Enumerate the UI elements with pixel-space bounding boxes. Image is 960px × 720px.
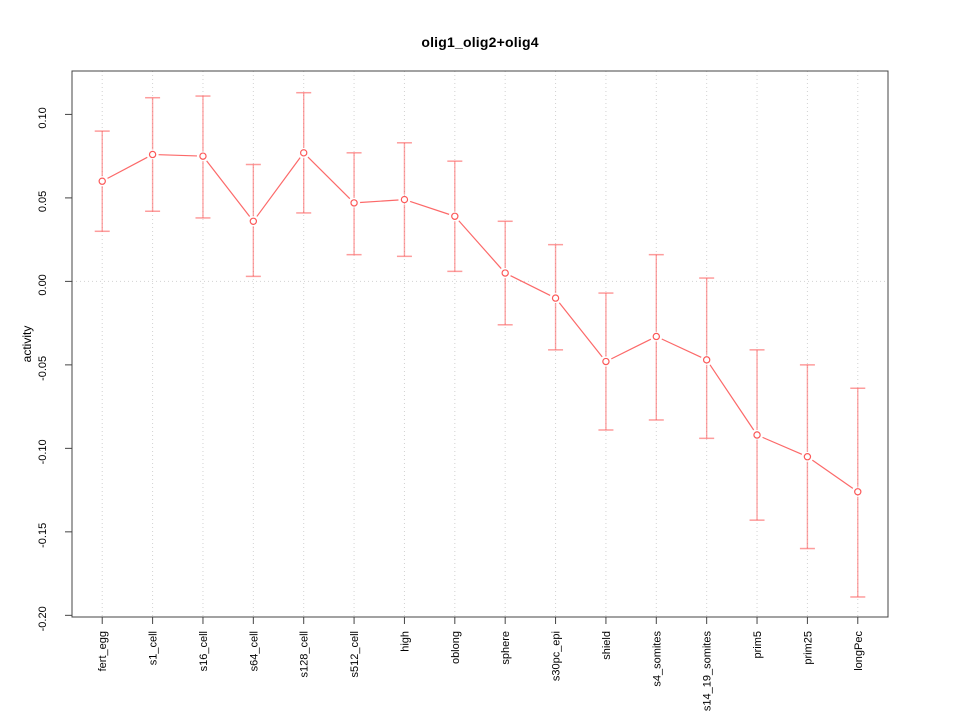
series-segment	[158, 154, 197, 157]
series-segment	[458, 220, 502, 269]
data-point	[501, 269, 509, 277]
chart-title: olig1_olig2+olig4	[421, 34, 539, 50]
series-segment	[661, 338, 702, 358]
data-point	[854, 488, 862, 496]
series-segment	[107, 156, 148, 179]
data-point	[400, 195, 409, 204]
x-tick-label: s1_cell	[148, 631, 160, 665]
x-tick-label: prim25	[802, 631, 814, 665]
y-tick-label: 0.05	[37, 191, 49, 212]
series-segment	[256, 157, 301, 217]
data-point	[350, 199, 358, 207]
data-point	[148, 150, 157, 159]
plot-border	[71, 70, 889, 618]
series-segment	[762, 436, 803, 455]
y-tick-label: 0.00	[37, 274, 49, 295]
series-segment	[611, 338, 652, 360]
x-tick-label: shield	[601, 631, 613, 660]
data-point	[451, 212, 459, 220]
data-point	[602, 357, 610, 366]
series-segment	[811, 459, 854, 489]
series-segment	[360, 199, 399, 204]
data-point	[702, 356, 711, 364]
x-tick-label: s128_cell	[299, 631, 311, 677]
x-tick-label: s512_cell	[349, 631, 361, 677]
x-tick-label: s14_19_somites	[702, 631, 714, 712]
data-point	[652, 332, 660, 341]
x-tick-label: prim5	[752, 631, 764, 659]
series-segment	[409, 200, 450, 215]
series-segment	[307, 156, 351, 200]
x-tick-label: s16_cell	[198, 631, 210, 671]
data-point	[199, 152, 207, 160]
data-point	[753, 431, 761, 439]
x-tick-label: fert_egg	[97, 631, 109, 671]
y-tick-label: -0.10	[37, 439, 49, 464]
y-tick-label: -0.20	[37, 606, 49, 631]
data-point	[300, 149, 308, 157]
x-tick-label: s64_cell	[248, 631, 260, 671]
data-point	[551, 294, 560, 302]
series-segment	[558, 302, 603, 358]
x-tick-label: high	[399, 631, 411, 652]
data-point	[249, 217, 258, 225]
x-tick-label: s30pc_epi	[551, 631, 563, 681]
x-tick-label: oblong	[450, 631, 462, 664]
y-axis-title: activity	[20, 325, 34, 363]
data-point	[98, 177, 106, 185]
series-segment	[206, 160, 251, 217]
y-tick-label: -0.05	[37, 356, 49, 381]
data-point	[803, 453, 812, 461]
series-segment	[709, 364, 755, 431]
series-segment	[510, 275, 551, 296]
y-tick-label: -0.15	[37, 523, 49, 548]
x-tick-label: sphere	[500, 631, 512, 665]
y-tick-label: 0.10	[37, 107, 49, 128]
x-tick-label: s4_somites	[651, 631, 663, 687]
x-tick-label: longPec	[853, 631, 865, 671]
